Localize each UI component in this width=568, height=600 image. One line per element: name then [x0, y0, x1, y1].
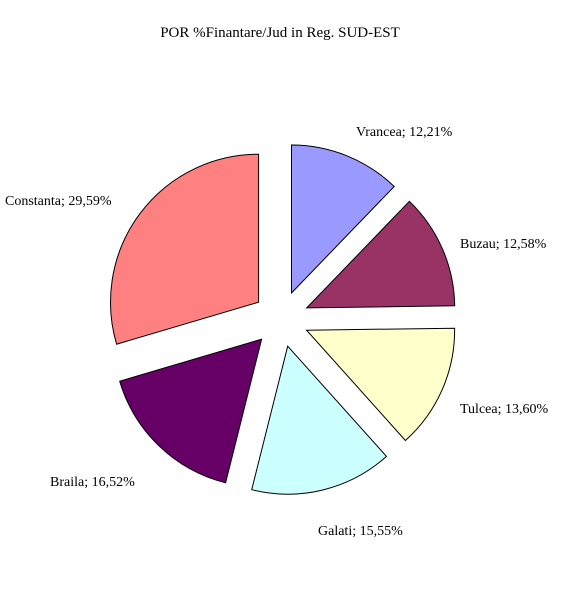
slice-label-galati: Galati; 15,55%	[318, 524, 403, 539]
slice-braila	[119, 338, 263, 484]
slice-galati	[251, 345, 388, 495]
slice-label-vrancea: Vrancea; 12,21%	[356, 125, 453, 140]
slice-label-constanta: Constanta; 29,59%	[5, 194, 112, 209]
pie-labels: Vrancea; 12,21% Buzau; 12,58% Tulcea; 13,6…	[5, 125, 548, 539]
slice-vrancea	[291, 144, 395, 295]
chart-title: POR %Finantare/Jud in Reg. SUD-EST	[160, 25, 400, 41]
slice-label-tulcea: Tulcea; 13,60%	[460, 402, 548, 417]
slice-tulcea	[305, 327, 456, 442]
slice-label-buzau: Buzau; 12,58%	[460, 237, 547, 252]
pie-slices	[110, 144, 456, 495]
slice-buzau	[305, 200, 456, 309]
slice-label-braila: Braila; 16,52%	[50, 475, 135, 490]
slice-constanta	[110, 153, 260, 345]
